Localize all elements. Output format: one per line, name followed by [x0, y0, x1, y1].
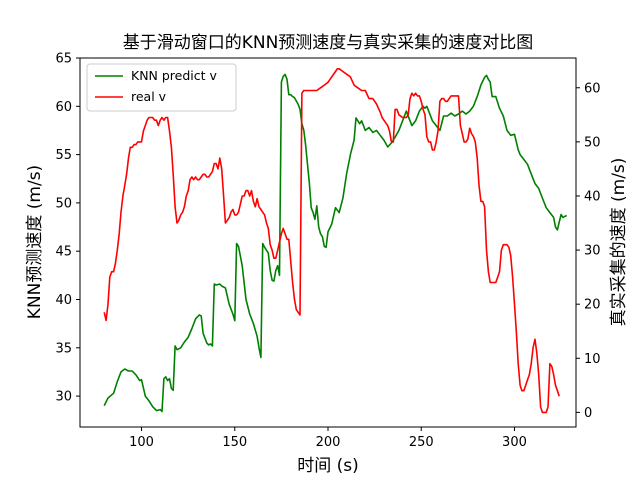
y-left-tick-label: 55	[55, 148, 72, 163]
series-line-0	[103, 73, 568, 413]
y-right-tick-label: 50	[584, 135, 601, 150]
x-tick-label: 100	[129, 435, 154, 450]
y-axis-right-ticks: 0 10 20 30 40 50 60	[576, 81, 601, 421]
y-left-tick-label: 35	[55, 341, 72, 356]
y-left-tick-label: 45	[55, 245, 72, 260]
y-right-tick-label: 60	[584, 81, 601, 96]
y-left-tick-label: 30	[55, 390, 72, 405]
y-axis-left-ticks: 30 35 40 45 50 55 60 65	[55, 52, 80, 405]
y-right-tick-label: 30	[584, 244, 601, 259]
x-tick-label: 200	[316, 435, 341, 450]
x-tick-label: 300	[502, 435, 527, 450]
y-axis-left-label: KNN预测速度 (m/s)	[25, 165, 45, 319]
legend-label-knn-predict: KNN predict v	[131, 68, 218, 83]
y-right-tick-label: 20	[584, 298, 601, 313]
x-axis-ticks: 100 150 200 250 300	[129, 427, 527, 450]
legend-box	[86, 63, 237, 112]
y-right-tick-label: 10	[584, 352, 601, 367]
x-axis-label: 时间 (s)	[297, 456, 359, 476]
y-axis-right-label: 真实采集的速度 (m/s)	[609, 158, 629, 327]
legend: KNN predict v real v	[86, 63, 237, 112]
y-left-tick-label: 65	[55, 52, 72, 67]
y-left-tick-label: 40	[55, 293, 72, 308]
series-line-1	[103, 68, 560, 414]
chart-title: 基于滑动窗口的KNN预测速度与真实采集的速度对比图	[123, 33, 534, 53]
y-right-tick-label: 40	[584, 189, 601, 204]
y-right-tick-label: 0	[584, 406, 592, 421]
x-tick-label: 150	[222, 435, 247, 450]
y-left-tick-label: 60	[55, 100, 72, 115]
y-left-tick-label: 50	[55, 196, 72, 211]
legend-label-real-v: real v	[131, 89, 167, 104]
plot-lines	[103, 68, 568, 414]
x-tick-label: 250	[409, 435, 434, 450]
